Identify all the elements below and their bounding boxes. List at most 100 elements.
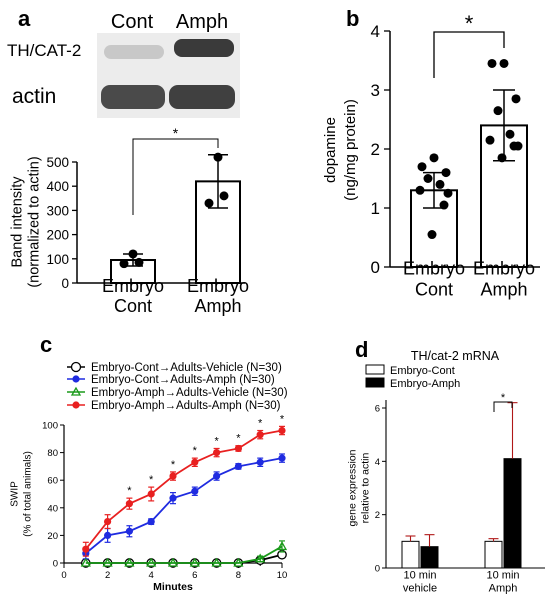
- b-data-point: [439, 200, 449, 210]
- c-significance-star: *: [127, 485, 132, 497]
- d-y-tick-label: 4: [375, 457, 380, 468]
- c-data-point: [169, 494, 177, 502]
- c-legend-label: Embryo-Cont→Adults-Vehicle (N=30): [91, 362, 282, 374]
- d-significance-bracket: [493, 401, 513, 412]
- b-y-axis-label-group: dopamine (ng/mg protein): [322, 99, 359, 201]
- d-y-tick-label: 6: [375, 404, 380, 415]
- a-category-label: Embryo Amph: [187, 276, 249, 316]
- chart-a: 0 100 200 300 400 500 Embryo Cont Embryo Amph * Ban…: [10, 125, 250, 316]
- c-data-point: [169, 472, 177, 480]
- panel-label-b: b: [346, 6, 359, 31]
- d-bar: [420, 546, 439, 569]
- c-data-point: [147, 518, 155, 526]
- blot-column-label-amph: Amph: [176, 11, 228, 33]
- a-data-point: [128, 249, 138, 259]
- c-legend-marker: [70, 386, 82, 396]
- c-series-line: [85, 553, 283, 564]
- a-y-tick-label: 200: [46, 228, 69, 243]
- c-data-point: [213, 449, 221, 457]
- c-significance-star: *: [280, 413, 285, 425]
- b-significance-bracket: [433, 31, 505, 78]
- c-data-point: [80, 557, 91, 567]
- c-data-point: [256, 458, 264, 466]
- c-significance-star: *: [214, 435, 219, 447]
- b-data-point: [497, 153, 507, 163]
- c-y-axis-label: SWIP (% of total animals): [10, 451, 34, 537]
- b-category-label: Embryo Cont: [403, 259, 465, 300]
- a-y-tick-label: 300: [46, 203, 69, 218]
- b-data-point: [429, 153, 439, 163]
- c-series-line: [85, 457, 283, 555]
- c-significance-star: *: [171, 459, 176, 471]
- c-data-point: [147, 490, 155, 498]
- a-y-tick-label: 400: [46, 179, 69, 194]
- a-y-tick-label: 0: [61, 276, 69, 291]
- d-legend-swatch: [365, 377, 385, 388]
- c-legend-marker: [72, 375, 80, 383]
- b-data-point: [487, 58, 497, 68]
- d-category-label: 10 min Amph: [486, 570, 519, 595]
- b-data-point: [417, 162, 427, 172]
- d-bar: [503, 458, 522, 569]
- b-data-point: [427, 230, 437, 240]
- c-y-tick-label: 20: [47, 531, 58, 542]
- d-category-label-group: 10 min Amph: [486, 570, 519, 595]
- d-y-axis-label: gene expressionrelative to actin: [347, 449, 372, 526]
- b-y-tick-label: 3: [371, 81, 380, 100]
- blot-band-actin-cont: [101, 85, 165, 109]
- c-significance-star: *: [193, 445, 198, 457]
- c-data-point: [255, 553, 266, 563]
- panel-label-d: d: [355, 337, 368, 362]
- c-legend-label: Embryo-Amph→Adults-Vehicle (N=30): [91, 387, 288, 399]
- b-data-point: [493, 106, 503, 116]
- b-data-point: [415, 185, 425, 195]
- b-y-axis-label: dopamine (ng/mg protein): [322, 99, 359, 201]
- b-data-point: [509, 141, 519, 151]
- c-y-tick-label: 60: [47, 476, 58, 487]
- c-data-point: [125, 527, 133, 535]
- a-y-axis-label: Band intensity(normalized to actin): [10, 156, 43, 287]
- b-data-point: [485, 135, 495, 145]
- d-legend-swatch: [365, 364, 385, 375]
- c-data-point: [276, 541, 288, 551]
- c-data-point: [234, 444, 242, 453]
- c-data-point: [167, 557, 179, 567]
- d-y-tick-label: 0: [375, 564, 380, 575]
- c-y-tick-label: 80: [47, 448, 58, 459]
- c-x-tick-label: 2: [105, 570, 110, 581]
- chart-d: TH/cat-2 mRNA 0 2 4 6 10 min vehicle 10 min Amph…: [347, 349, 545, 595]
- c-data-point: [125, 500, 133, 508]
- b-category-label-group: Embryo Cont: [403, 259, 465, 300]
- d-y-tick-label: 2: [375, 510, 380, 521]
- c-legend-marker: [72, 401, 80, 409]
- blot-column-label-cont: Cont: [111, 11, 154, 33]
- c-x-axis-label: Minutes: [153, 581, 193, 593]
- c-legend-label: Embryo-Amph→Adults-Amph (N=30): [91, 400, 281, 412]
- c-significance-star: *: [149, 474, 154, 486]
- a-significance-bracket: [132, 138, 219, 216]
- c-series-line: [85, 545, 283, 564]
- b-data-point: [441, 168, 451, 178]
- c-y-tick-label: 40: [47, 503, 58, 514]
- chart-c: 0 20 40 60 80 100 0 2 4 6 8 10 Minutes SWIP (% of tota…: [10, 361, 288, 593]
- b-data-point: [443, 188, 453, 198]
- panel-label-a: a: [18, 6, 31, 31]
- b-data-point: [423, 174, 433, 183]
- c-series-line: [85, 429, 283, 550]
- c-legend-label: Embryo-Cont→Adults-Amph (N=30): [91, 374, 275, 386]
- blot-row-label-th: TH/CAT-2: [7, 41, 81, 60]
- d-legend-label: Embryo-Cont: [390, 365, 455, 377]
- a-category-label: Embryo Cont: [102, 276, 164, 316]
- d-category-label-group: 10 min vehicle: [403, 570, 437, 595]
- c-data-point: [234, 462, 242, 470]
- d-title: TH/cat-2 mRNA: [411, 349, 500, 363]
- c-data-point: [191, 487, 199, 495]
- b-data-point: [499, 58, 509, 68]
- b-data-point: [435, 179, 445, 189]
- b-y-tick-label: 1: [371, 199, 380, 218]
- b-y-tick-label: 4: [371, 22, 380, 41]
- d-significance-star: *: [501, 392, 506, 404]
- c-x-tick-label: 10: [277, 570, 288, 581]
- western-blot: Cont Amph TH/CAT-2 actin: [7, 11, 240, 118]
